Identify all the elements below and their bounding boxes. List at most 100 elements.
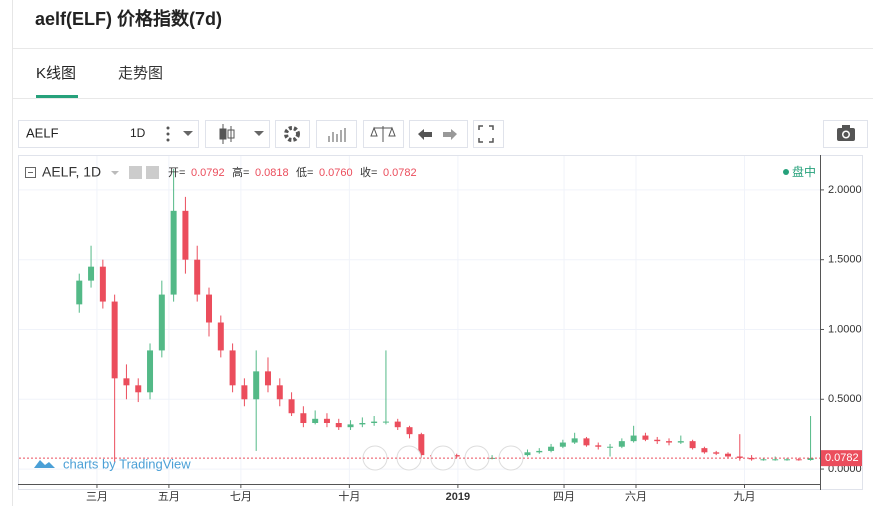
legend-button[interactable] [146,166,159,179]
x-tick-label: 五月 [158,491,180,503]
toolbar-group [473,120,504,148]
last-price-box [821,450,862,467]
candle-body [76,280,83,305]
candle-body [536,450,543,453]
candle-body [170,210,177,295]
candle-body [595,445,602,447]
candle-body [630,435,637,442]
candle-body [288,399,295,414]
dropdown-icon[interactable] [254,131,264,136]
candle-body [359,423,366,425]
candle-body [99,266,106,302]
candle-body [772,459,779,461]
candle-body [677,441,684,443]
x-tick-label: 七月 [230,490,252,503]
redo-icon[interactable] [443,129,457,140]
y-tick-label: 0.5000 [828,393,862,405]
legend-button[interactable] [129,166,142,179]
x-tick-label: 十月 [338,489,360,503]
interval-button[interactable]: 1D [130,126,146,140]
plot-area [19,156,820,484]
ohlc-label: 开= [168,167,185,179]
candle-body [406,427,413,435]
candle-body [689,441,696,449]
candle-body [607,446,614,448]
tab-indicator [36,95,78,98]
candle-body [724,453,731,457]
candle-body [123,378,130,386]
menu-icon[interactable] [166,126,170,142]
tab[interactable]: K线图 [36,65,76,82]
candle-body [559,442,566,447]
y-tick-label: 2.0000 [828,184,862,196]
ohlc-value: 0.0760 [319,167,353,179]
watermark[interactable]: charts by TradingView [63,456,191,471]
candle-body [335,423,342,428]
candle-body [264,371,271,386]
candle-body [135,385,142,393]
candle-body [347,424,354,428]
candle-body [241,385,248,400]
candle-body [394,421,401,428]
x-tick-label: 四月 [553,491,575,503]
ohlc-value: 0.0782 [383,167,417,179]
toolbar-group [275,120,310,148]
candle-body [276,385,283,400]
candle-body [807,458,814,460]
candle-body [571,438,578,443]
collapse-button[interactable] [25,167,36,178]
candle-body [253,371,260,400]
candle-body [548,446,555,451]
candle-body [217,322,224,351]
x-tick-label: 三月 [86,491,108,503]
tab[interactable]: 走势图 [118,65,163,82]
dropdown-icon[interactable] [111,171,119,175]
status-dot [783,169,789,175]
candle-body [194,259,201,295]
candle-body [229,350,236,386]
candle-body [88,266,95,281]
candle-body [111,301,118,379]
candle-body [182,210,189,260]
ohlc-label: 高= [232,165,249,179]
candle-body [666,441,673,443]
candle-body [713,452,720,454]
candle-body [642,435,649,440]
watermark-logo [34,460,55,468]
page-title: aelf(ELF) 价格指数(7d) [35,8,222,29]
candle-body [371,421,378,423]
candle-body [312,418,319,423]
y-tick-label: 1.5000 [828,254,862,266]
ohlc-label: 低= [296,166,313,179]
candle-body [147,350,154,393]
candle-body [323,418,330,423]
legend-symbol: AELF, 1D [42,164,101,180]
candle-body [418,434,425,456]
symbol-input[interactable]: AELF [26,125,59,140]
market-status: 盘中 [792,164,816,179]
fullscreen-icon[interactable] [478,125,494,143]
indicators-icon[interactable] [328,128,346,142]
dropdown-icon[interactable] [183,131,193,136]
settings-icon[interactable] [284,126,300,142]
candle-body [736,456,743,458]
candle-body [583,438,590,446]
chart-style-icon[interactable] [219,124,235,144]
snapshot-icon[interactable] [837,125,855,141]
ohlc-value: 0.0792 [191,167,225,179]
x-tick-label: 六月 [625,490,647,503]
compare-icon[interactable] [370,126,396,142]
candle-body [783,459,790,461]
ohlc-value: 0.0818 [255,167,289,179]
last-price-label: 0.0782 [825,452,859,464]
candle-body [524,452,531,456]
chart-frame [18,155,863,490]
candle-body [206,294,213,323]
candle-body [795,459,802,461]
undo-icon[interactable] [418,129,432,140]
candle-body [654,439,661,442]
candle-body [300,413,307,423]
x-tick-label: 九月 [734,490,756,503]
